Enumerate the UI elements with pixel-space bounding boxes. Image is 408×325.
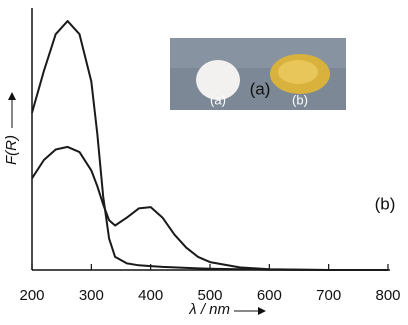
y-axis-label: F(R) xyxy=(3,135,20,165)
y-label-arrowhead xyxy=(8,92,16,100)
white-powder xyxy=(196,60,240,100)
x-tick-label: 400 xyxy=(138,287,163,304)
x-tick-label: 600 xyxy=(257,287,282,304)
x-tick-label: 500 xyxy=(197,287,222,304)
x-label-arrowhead xyxy=(258,307,266,315)
x-tick-label: 800 xyxy=(375,287,400,304)
series-line xyxy=(31,20,388,271)
series-label: (b) xyxy=(375,194,396,213)
inset-label: (b) xyxy=(292,92,308,107)
series-line xyxy=(31,145,388,271)
x-tick-label: 300 xyxy=(79,287,104,304)
x-tick-label: 700 xyxy=(316,287,341,304)
x-axis-label: λ / nm xyxy=(188,301,230,318)
inset-label: (a) xyxy=(210,92,226,107)
x-tick-label: 200 xyxy=(19,287,44,304)
series-label: (a) xyxy=(250,79,271,98)
inset-photo: (a) (b) xyxy=(170,38,346,110)
yellow-highlight xyxy=(278,60,318,84)
